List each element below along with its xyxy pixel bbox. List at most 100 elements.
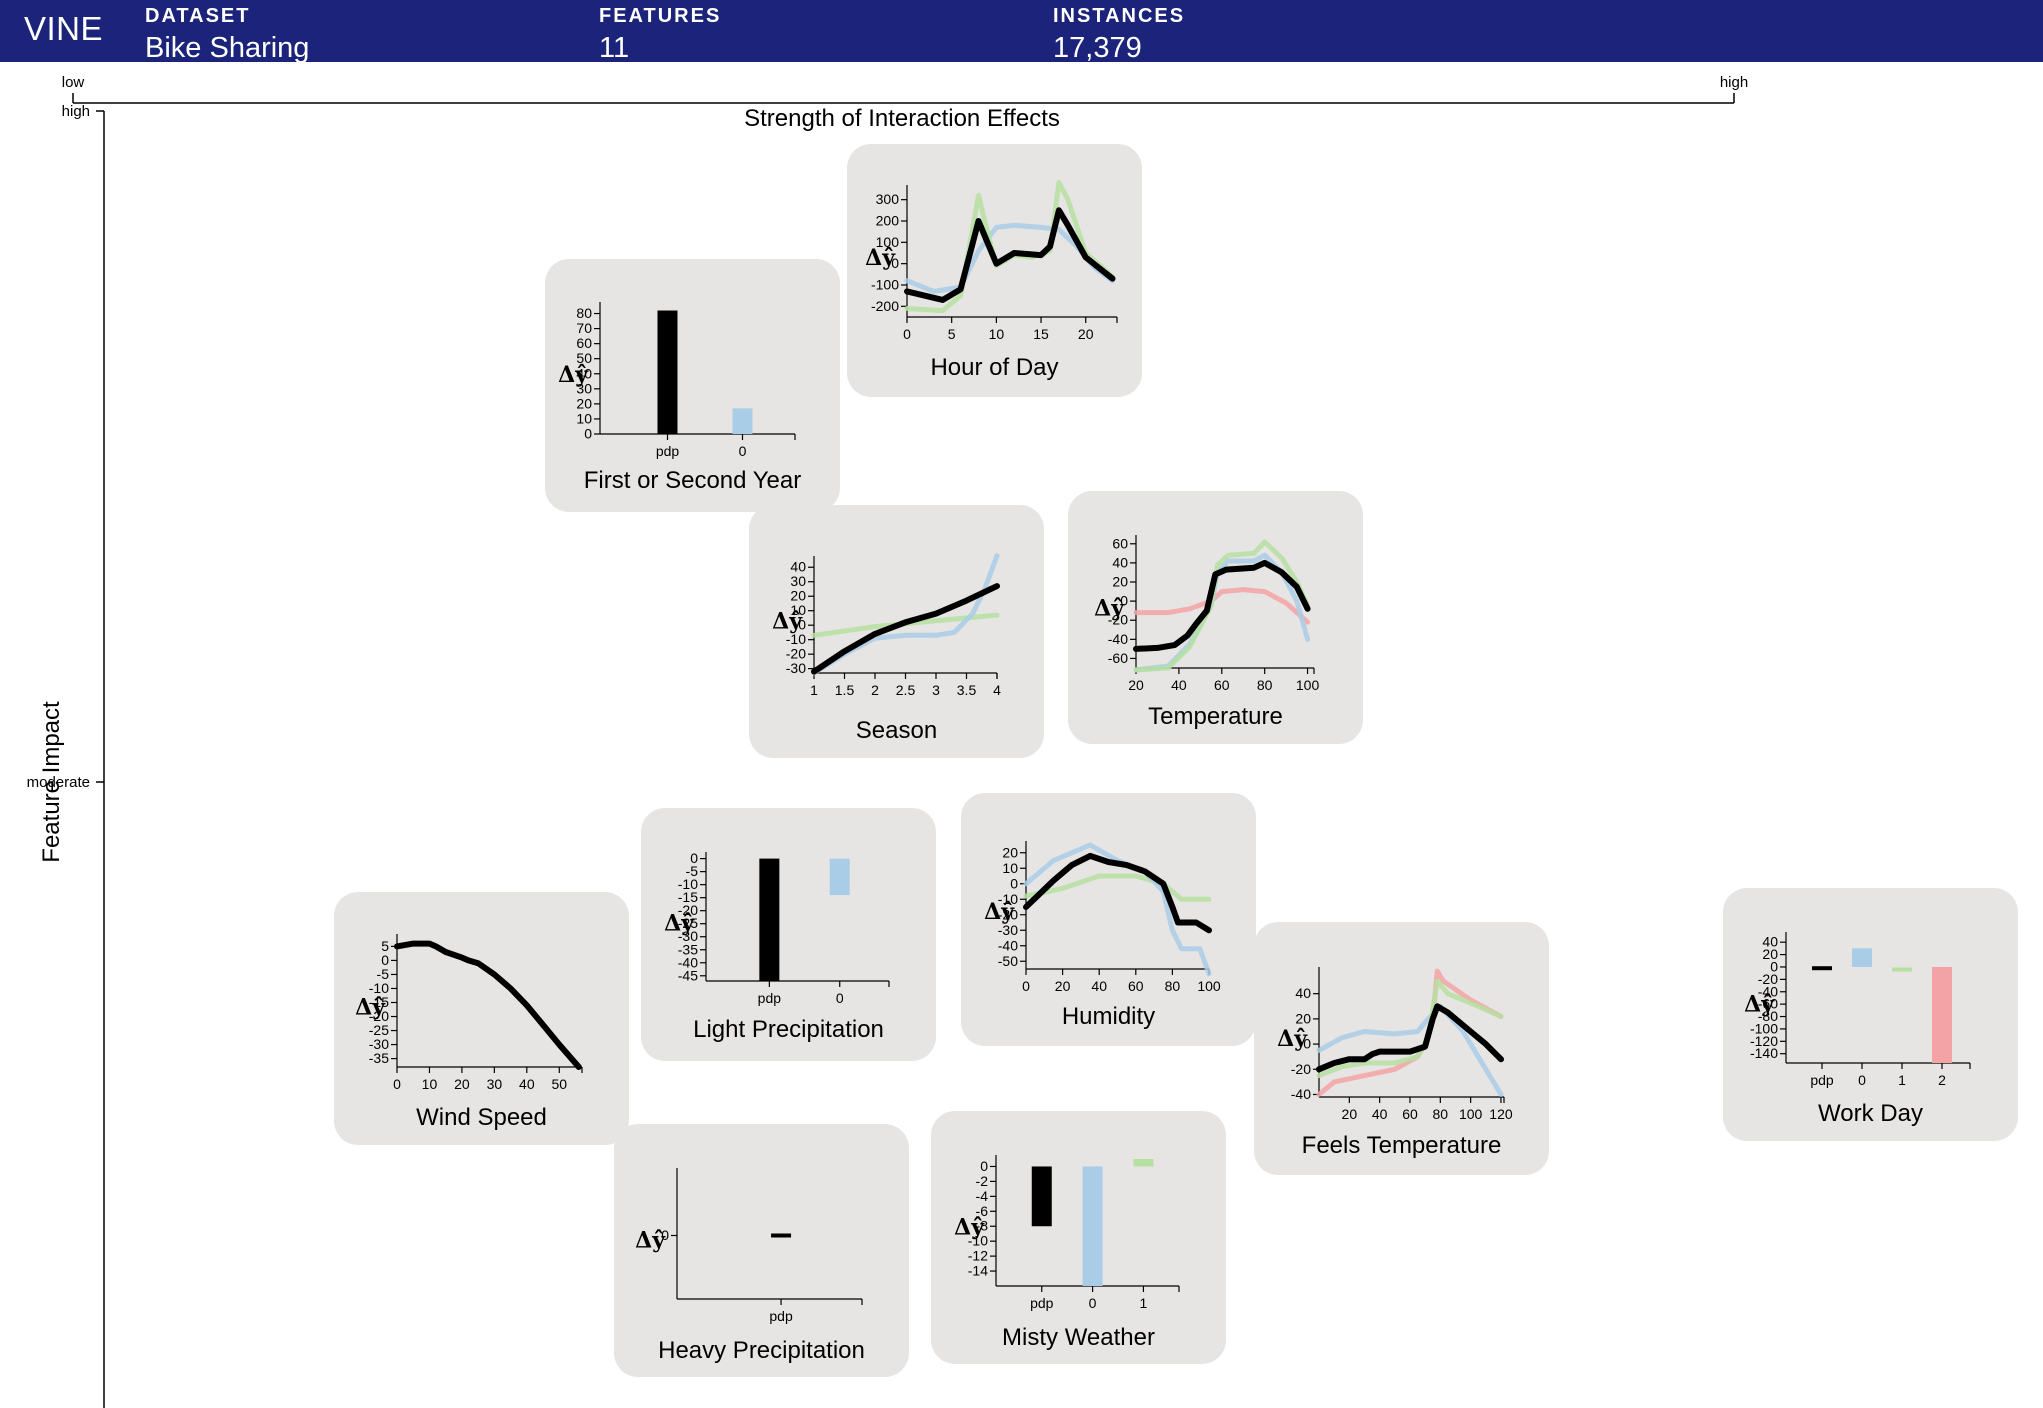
humidity-card[interactable]: 20 10 0 -10 -20 -30 -40 -50 Δŷ 0 20 40 60 80 100 Humidi… <box>961 793 1256 1046</box>
wind-speed-card[interactable]: 5 0 -5 -10 -15 -20 -25 -30 -35 Δŷ 0 10 20 30 40 50 Wind … <box>334 892 629 1145</box>
x-tick-label: 40 <box>1372 1106 1388 1122</box>
x-tick-label: 1 <box>810 682 818 698</box>
x-tick-label: pdp <box>1810 1072 1834 1088</box>
x-tick-label: 1 <box>1140 1295 1148 1311</box>
y-tick-label: -60 <box>1758 996 1778 1012</box>
heavy-precipitation-card[interactable]: 0 Δŷ pdp Heavy Precipitation <box>614 1124 909 1377</box>
x-tick-label: 80 <box>1433 1106 1449 1122</box>
hour-of-day-card[interactable]: 300 200 100 0 -100 -200 Δŷ 0 5 10 15 20 Hour of Day <box>847 144 1142 397</box>
x-tick-label: 60 <box>1214 677 1230 693</box>
y-tick-label: 20 <box>790 588 806 604</box>
y-tick-label: 0 <box>584 426 592 442</box>
pdp-line[interactable] <box>904 207 1116 303</box>
first-or-second-year-card[interactable]: 80 70 60 50 40 30 20 10 0 Δŷ pdp 0 First or Second Y… <box>545 259 840 512</box>
y-tick-label: -20 <box>786 646 806 662</box>
chart-title: Humidity <box>1061 1003 1156 1030</box>
x-tick-label: 40 <box>1171 677 1187 693</box>
cluster-line-0[interactable] <box>1023 873 1212 902</box>
bar-pdp[interactable] <box>771 1233 792 1238</box>
x-tick-label: 0 <box>903 326 911 342</box>
x-tick-label: 0 <box>393 1076 401 1092</box>
x-tick-label: 0 <box>739 443 747 459</box>
y-tick-label: -200 <box>871 298 899 314</box>
y-tick-label: -40 <box>998 937 1018 953</box>
work-day-card[interactable]: 40 20 0 -20 -40 -60 -80 -100 -120 -140 Δŷ pdp 0 1 2 Wor… <box>1723 888 2018 1141</box>
y-tick-label: -80 <box>1758 1008 1778 1024</box>
y-tick-label: -10 <box>968 1233 988 1249</box>
y-tick-label: 300 <box>876 191 900 207</box>
pdp-line[interactable] <box>1316 1003 1504 1073</box>
x-tick-label: 40 <box>519 1076 535 1092</box>
bar-pdp[interactable] <box>1031 1166 1052 1227</box>
misty-weather-card[interactable]: 0 -2 -4 -6 -8 -10 -12 -14 Δŷ pdp 0 1 Misty Weather <box>931 1111 1226 1364</box>
x-tick-label: 3 <box>932 682 940 698</box>
y-tick-label: 5 <box>381 938 389 954</box>
y-tick-label: 20 <box>1295 1010 1311 1026</box>
bar-pdp[interactable] <box>1812 966 1832 971</box>
y-tick-label: 0 <box>891 255 899 271</box>
bar-pdp[interactable] <box>657 310 678 434</box>
y-tick-label: -4 <box>976 1188 989 1204</box>
y-tick-label: 70 <box>576 320 592 336</box>
x-tick-label: 0 <box>836 990 844 1006</box>
y-tick-label: -40 <box>1758 983 1778 999</box>
y-tick-label: -120 <box>1750 1033 1778 1049</box>
pdp-line[interactable] <box>1133 559 1311 652</box>
chart-title: Work Day <box>1818 1100 1923 1127</box>
x-axis-high-label: high <box>1720 74 1748 91</box>
pdp-line[interactable] <box>811 583 1000 675</box>
delta-y-label: Δŷ <box>1094 596 1125 622</box>
bar-0[interactable] <box>1852 948 1872 967</box>
bar-1[interactable] <box>1892 967 1912 972</box>
y-tick-label: 10 <box>1002 860 1018 876</box>
x-tick-label: 30 <box>487 1076 503 1092</box>
cluster-line-2[interactable] <box>1133 539 1311 673</box>
y-tick-label: 200 <box>876 213 900 229</box>
cluster-line-1[interactable] <box>1316 1003 1504 1097</box>
x-tick-label: 20 <box>1342 1106 1358 1122</box>
x-tick-label: 60 <box>1128 978 1144 994</box>
bar-0[interactable] <box>829 858 850 896</box>
y-tick-label: 40 <box>576 365 592 381</box>
y-tick-label: 60 <box>1112 535 1128 551</box>
x-tick-label: 60 <box>1402 1106 1418 1122</box>
bar-pdp[interactable] <box>759 858 780 981</box>
y-tick-label: 0 <box>1770 958 1778 974</box>
y-tick-label: 20 <box>1112 574 1128 590</box>
x-tick-label: 15 <box>1033 326 1049 342</box>
y-tick-label: 30 <box>576 380 592 396</box>
bar-0[interactable] <box>732 408 753 434</box>
y-tick-label: -20 <box>1108 612 1128 628</box>
y-tick-label: -20 <box>369 1008 389 1024</box>
temperature-card[interactable]: 60 40 20 0 -20 -40 -60 Δŷ 20 40 60 80 100 Temperature <box>1068 491 1363 744</box>
y-tick-label: -40 <box>678 954 698 970</box>
x-tick-label: 3.5 <box>957 682 977 698</box>
y-tick-label: -40 <box>1291 1086 1311 1102</box>
y-tick-label: 0 <box>980 1158 988 1174</box>
y-tick-label: 20 <box>1762 946 1778 962</box>
feels-temperature-card[interactable]: 40 20 0 -20 -40 Δŷ 20 40 60 80 100 120 Feels Tempera… <box>1254 922 1549 1175</box>
dataset-value: Bike Sharing <box>145 32 310 62</box>
cluster-line-1[interactable] <box>1023 842 1212 977</box>
light-precipitation-card[interactable]: 0 -5 -10 -15 -20 -25 -30 -35 -40 -45 Δŷ pdp 0 Light P… <box>641 808 936 1061</box>
instances-stat: INSTANCES 17,379 <box>1053 0 1185 62</box>
y-tick-label: -20 <box>678 902 698 918</box>
season-card[interactable]: 40 30 20 10 0 -10 -20 -30 Δŷ 1 1.5 2 2.5 3 3.5 4 Season <box>749 505 1044 758</box>
y-tick-label: 50 <box>576 350 592 366</box>
x-tick-label: pdp <box>656 443 680 459</box>
x-tick-label: 2 <box>871 682 879 698</box>
delta-y-label: Δŷ <box>772 609 803 635</box>
pdp-line[interactable] <box>1023 852 1212 934</box>
pdp-line[interactable] <box>394 940 582 1070</box>
bar-2[interactable] <box>1932 966 1952 1063</box>
x-tick-label: 20 <box>1055 978 1071 994</box>
cluster-line-0[interactable] <box>1133 587 1311 625</box>
y-tick-label: 40 <box>1112 554 1128 570</box>
y-tick-label: -10 <box>678 876 698 892</box>
x-tick-label: 80 <box>1165 978 1181 994</box>
bar-1[interactable] <box>1133 1159 1154 1167</box>
bar-0[interactable] <box>1082 1166 1103 1286</box>
